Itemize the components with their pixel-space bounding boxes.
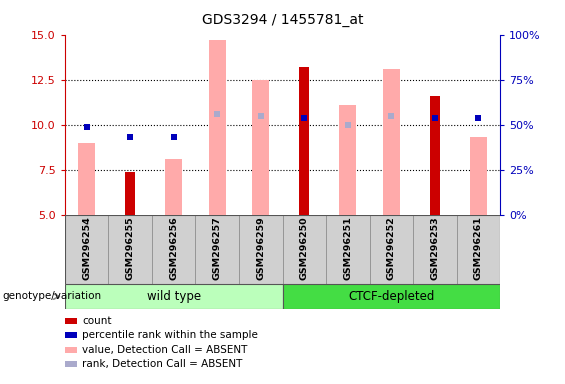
Text: CTCF-depleted: CTCF-depleted	[348, 290, 434, 303]
Text: rank, Detection Call = ABSENT: rank, Detection Call = ABSENT	[82, 359, 242, 369]
Text: GSM296257: GSM296257	[213, 216, 221, 280]
Bar	[430, 96, 440, 215]
Bar	[65, 215, 108, 284]
Bar	[370, 215, 413, 284]
Text: wild type: wild type	[147, 290, 201, 303]
Text: GSM296261: GSM296261	[474, 216, 483, 280]
Bar	[252, 80, 270, 215]
Bar	[108, 215, 152, 284]
Bar	[470, 137, 487, 215]
Text: value, Detection Call = ABSENT: value, Detection Call = ABSENT	[82, 345, 247, 355]
Bar	[339, 105, 357, 215]
Text: percentile rank within the sample: percentile rank within the sample	[82, 330, 258, 340]
Text: GDS3294 / 1455781_at: GDS3294 / 1455781_at	[202, 13, 363, 27]
Text: GSM296251: GSM296251	[344, 216, 352, 280]
Bar	[383, 69, 400, 215]
Text: GSM296250: GSM296250	[300, 217, 308, 280]
Bar	[282, 215, 326, 284]
Bar	[299, 67, 309, 215]
Bar	[457, 215, 500, 284]
Bar	[326, 215, 370, 284]
Text: GSM296254: GSM296254	[82, 216, 91, 280]
Text: count: count	[82, 316, 111, 326]
Bar	[208, 40, 226, 215]
Bar	[239, 215, 282, 284]
Text: GSM296259: GSM296259	[257, 216, 265, 280]
Bar	[125, 172, 135, 215]
Text: GSM296256: GSM296256	[170, 216, 178, 280]
Bar	[195, 215, 239, 284]
Bar	[282, 284, 500, 309]
Bar	[152, 215, 195, 284]
Bar	[65, 284, 282, 309]
Text: GSM296253: GSM296253	[431, 217, 439, 280]
Bar	[165, 159, 182, 215]
Text: GSM296255: GSM296255	[126, 217, 134, 280]
Text: genotype/variation: genotype/variation	[3, 291, 102, 301]
Bar	[78, 143, 95, 215]
Text: GSM296252: GSM296252	[387, 216, 396, 280]
Bar	[413, 215, 457, 284]
